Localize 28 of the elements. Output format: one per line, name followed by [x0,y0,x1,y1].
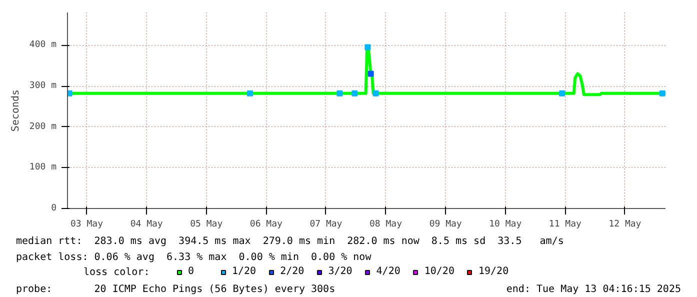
legend-label: 0 [188,266,196,277]
x-tick-label: 10 May [489,220,522,230]
legend-label: 3/20 [328,266,352,277]
y-tick-label: 300 m [29,81,56,91]
legend-label: 19/20 [478,266,509,277]
x-tick-label: 08 May [370,220,403,230]
x-tick-label: 07 May [310,220,343,230]
x-tick-label: 03 May [70,220,104,230]
text: probe: 20 ICMP Echo Pings (56 Bytes) every 300s [16,283,336,297]
text: packet loss: 0.06 % avg 6.33 % max 0.00 % min 0.00 % now [16,252,372,263]
y-tick-label: 0 [51,204,57,214]
text: median rtt: 283.0 ms avg 394.5 ms max 279.0 ms min 282.0 ms now 8.5 ms sd 33.5 am/s [16,236,564,247]
x-tick-label: 12 May [608,220,642,230]
x-tick-label: 11 May [548,220,582,230]
legend-label: 10/20 [424,266,454,277]
y-tick-label: 400 m [29,40,56,50]
legend-label: 4/20 [376,266,400,277]
legend-title: loss color: [84,267,150,278]
legend-label: 1/20 [232,266,256,277]
x-tick-label: 09 May [429,220,462,230]
text: end: Tue May 13 04:16:15 2025 [506,283,681,297]
y-tick-label: 200 m [29,122,56,132]
y-axis-title: Seconds [10,89,22,132]
x-tick-label: 04 May [130,220,164,230]
legend-label: 2/20 [280,266,304,277]
y-tick-label: 100 m [29,162,56,173]
x-tick-label: 06 May [250,220,284,230]
x-tick-label: 05 May [190,220,224,230]
